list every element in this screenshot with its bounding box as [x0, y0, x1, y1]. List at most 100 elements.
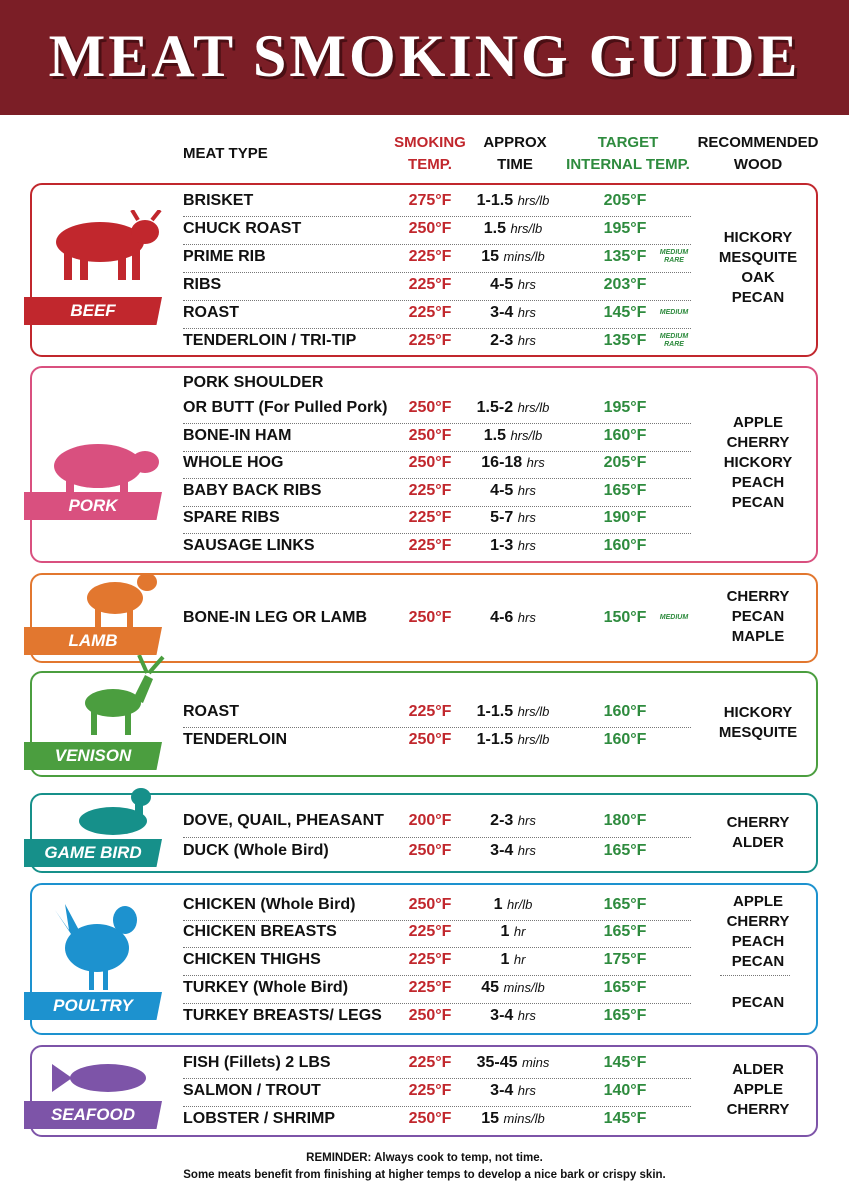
column-header-line: TARGET	[597, 134, 659, 151]
column-header-line: MEAT TYPE	[183, 145, 268, 162]
target-temp: 165°F	[603, 979, 647, 996]
column-header: RECOMMENDED WOOD	[698, 132, 819, 176]
meat-name: SALMON / TROUT	[183, 1082, 321, 1099]
row-separator	[183, 450, 691, 452]
row-separator	[183, 1003, 691, 1004]
row-separator	[183, 423, 691, 424]
smoking-temp: 250°F	[408, 896, 452, 913]
row-separator	[183, 216, 691, 217]
time-value: 45	[481, 979, 500, 996]
target-temp: 160°F	[603, 537, 647, 554]
wood-list: CHERRY ALDER	[700, 813, 816, 853]
row-separator	[183, 244, 691, 245]
section-label: GAME BIRD	[24, 839, 162, 867]
smoking-temp: 225°F	[408, 248, 452, 265]
approx-time: 1-1.5 hrs/lb	[477, 730, 550, 750]
target-temp: 150°F	[603, 609, 647, 626]
approx-time: 1 hr	[501, 922, 526, 942]
approx-time: 15 mins/lb	[481, 247, 544, 267]
wood-name: PEACH	[731, 933, 785, 950]
time-value: 2-3	[490, 332, 514, 349]
approx-time: 45 mins/lb	[481, 978, 544, 998]
meat-name: BONE-IN HAM	[183, 427, 292, 444]
smoking-temp: 225°F	[408, 276, 452, 293]
smoking-temp: 275°F	[408, 192, 452, 209]
time-value: 4-5	[490, 482, 514, 499]
time-value: 1	[500, 951, 510, 968]
column-header-line: TIME	[497, 156, 533, 173]
column-header-line: APPROX	[483, 134, 547, 151]
time-value: 15	[481, 1110, 500, 1127]
wood-name: HICKORY	[723, 454, 793, 471]
animal-icon	[48, 1058, 173, 1155]
approx-time: 3-4 hrs	[490, 303, 536, 323]
wood-name: CHERRY	[726, 588, 790, 605]
time-unit: hrs	[517, 305, 536, 320]
meat-name: SAUSAGE LINKS	[183, 537, 315, 554]
meat-name: OR BUTT (For Pulled Pork)	[183, 399, 388, 416]
time-unit: hrs/lb	[517, 732, 550, 747]
smoking-temp: 250°F	[408, 1007, 452, 1024]
target-temp: 190°F	[603, 509, 647, 526]
meat-name: SPARE RIBS	[183, 509, 280, 526]
row-separator	[183, 837, 691, 838]
column-header: MEAT TYPE	[183, 143, 268, 165]
icon	[85, 654, 165, 735]
time-unit: hrs	[517, 1083, 536, 1098]
smoking-temp: 225°F	[408, 923, 452, 940]
time-unit: hrs/lb	[517, 193, 550, 208]
meat-name: BONE-IN LEG OR LAMB	[183, 609, 367, 626]
target-temp: 145°F	[603, 1054, 647, 1071]
row-separator	[183, 478, 691, 479]
time-value: 35-45	[476, 1054, 518, 1071]
wood-name: MESQUITE	[718, 249, 798, 266]
approx-time: 3-4 hrs	[490, 841, 536, 861]
time-unit: hrs/lb	[517, 400, 550, 415]
meat-name: TURKEY (Whole Bird)	[183, 979, 349, 996]
time-unit: hr	[513, 952, 526, 967]
target-temp: 205°F	[603, 454, 647, 471]
time-unit: hrs	[517, 610, 536, 625]
icon	[56, 208, 162, 280]
wood-name: APPLE	[732, 893, 783, 910]
target-temp: 165°F	[603, 1007, 647, 1024]
meat-name: CHICKEN (Whole Bird)	[183, 896, 356, 913]
doneness-note: MEDIUM RARE	[659, 333, 689, 348]
smoking-temp: 200°F	[408, 812, 452, 829]
wood-list: APPLE CHERRY HICKORY PEACH PECAN	[700, 413, 816, 513]
column-header: APPROX TIME	[483, 132, 546, 176]
time-value: 1.5	[483, 427, 506, 444]
wood-list: CHERRY PECAN MAPLE	[700, 587, 816, 647]
time-unit: hrs	[517, 843, 536, 858]
title: MEAT SMOKING GUIDE	[48, 23, 801, 89]
smoking-temp: 225°F	[408, 1082, 452, 1099]
meat-name: PRIME RIB	[183, 248, 266, 265]
column-header: TARGET INTERNAL TEMP.	[566, 132, 690, 176]
wood-list: APPLE CHERRY PEACH PECAN	[700, 892, 816, 972]
meat-name: TENDERLOIN / TRI-TIP	[183, 332, 357, 349]
row-separator	[183, 533, 691, 534]
wood-list: PECAN	[700, 993, 816, 1013]
wood-name: HICKORY	[723, 229, 793, 246]
target-temp: 140°F	[603, 1082, 647, 1099]
approx-time: 1-1.5 hrs/lb	[477, 191, 550, 211]
time-value: 1-1.5	[476, 703, 514, 720]
wood-name: APPLE	[732, 414, 783, 431]
approx-time: 16-18 hrs	[481, 453, 544, 473]
section-box	[30, 671, 818, 777]
time-value: 1.5	[483, 220, 506, 237]
time-value: 2-3	[490, 812, 514, 829]
meat-name: ROAST	[183, 703, 239, 720]
smoking-temp: 225°F	[408, 509, 452, 526]
section-label: BEEF	[24, 297, 162, 325]
section-label: POULTRY	[24, 992, 162, 1020]
time-unit: mins	[521, 1055, 550, 1070]
target-temp: 160°F	[603, 731, 647, 748]
section-box	[30, 793, 818, 873]
approx-time: 3-4 hrs	[490, 1006, 536, 1026]
meat-name: DUCK (Whole Bird)	[183, 842, 329, 859]
time-unit: hrs	[517, 813, 536, 828]
row-separator	[183, 505, 691, 507]
wood-name: MESQUITE	[718, 724, 798, 741]
smoking-temp: 250°F	[408, 220, 452, 237]
